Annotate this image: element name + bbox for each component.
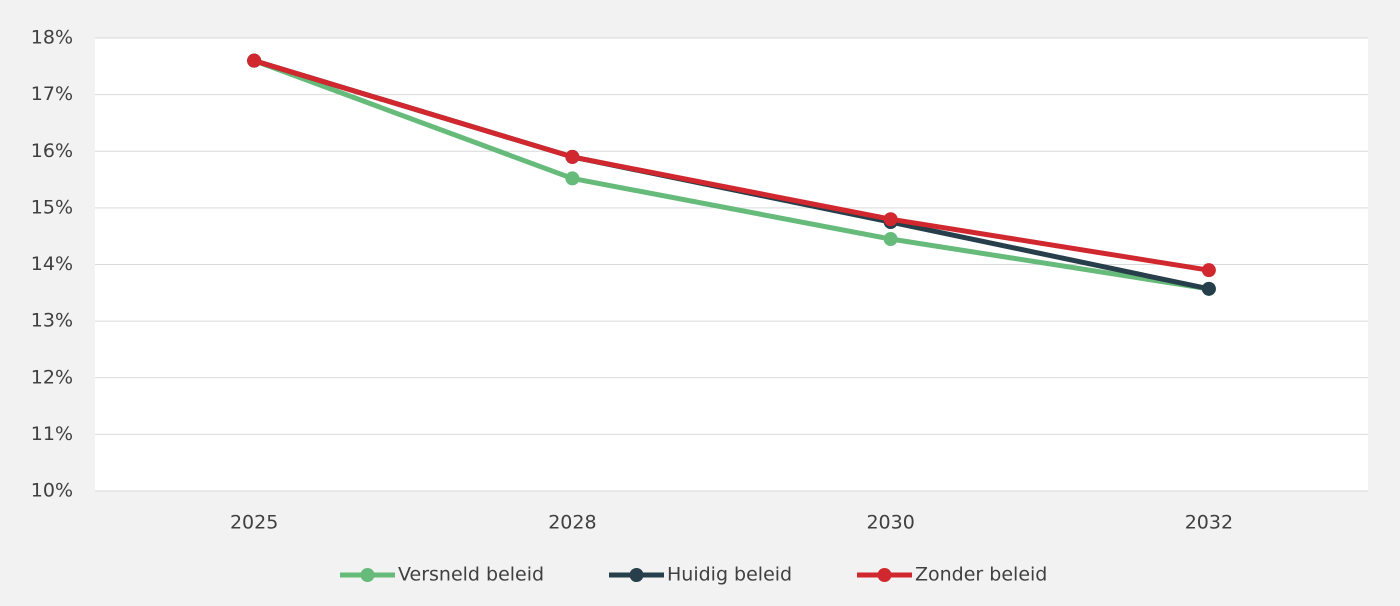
point [883, 232, 898, 247]
legend-marker [877, 568, 892, 582]
point [1201, 263, 1216, 278]
legend-label: Huidig beleid [667, 564, 792, 586]
point [565, 149, 580, 164]
y-tick-label: 12% [31, 366, 73, 388]
y-tick-label: 14% [31, 253, 73, 275]
point [565, 171, 580, 186]
x-tick-label: 2032 [1185, 512, 1233, 534]
point [1201, 281, 1216, 296]
x-tick-label: 2030 [866, 512, 914, 534]
point [883, 212, 898, 227]
legend-label: Versneld beleid [398, 564, 544, 586]
y-tick-label: 10% [31, 480, 73, 502]
x-tick-label: 2028 [548, 512, 596, 534]
x-tick-label: 2025 [230, 512, 278, 534]
y-tick-label: 17% [31, 83, 73, 105]
y-tick-label: 18% [31, 27, 73, 49]
legend-marker [360, 568, 375, 582]
y-tick-label: 11% [31, 423, 73, 445]
point [247, 53, 262, 68]
y-tick-label: 16% [31, 140, 73, 162]
series-line [253, 58, 1210, 292]
y-tick-label: 15% [31, 196, 73, 218]
legend-label: Zonder beleid [915, 564, 1047, 586]
y-tick-label: 13% [31, 310, 73, 332]
legend-marker [629, 568, 644, 582]
series-line [253, 58, 1210, 273]
